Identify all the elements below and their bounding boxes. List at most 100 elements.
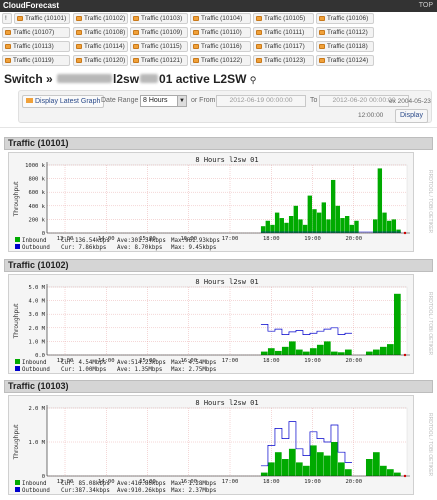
tab-traffic[interactable]: Traffic (10109)	[130, 27, 188, 38]
y-tick-label: 2.0 M	[28, 326, 45, 332]
legend-max: Max: 2.37Mbps	[171, 488, 216, 494]
from-date-input[interactable]: 2012-06-19 00:00:00	[216, 95, 306, 107]
traffic-graph[interactable]: 8 Hours l2sw 01 Throughput 2.0 M 1.0 M 0 13:0…	[8, 395, 414, 495]
tab-traffic[interactable]: Traffic (10108)	[73, 27, 128, 38]
pin-icon[interactable]: ⚲	[249, 75, 257, 85]
tab-label: Traffic (10108)	[84, 29, 126, 36]
tab-traffic[interactable]: Traffic (10123)	[253, 55, 314, 66]
y-tick-label: 5.0 M	[28, 285, 45, 291]
inbound-bar	[396, 229, 401, 233]
inbound-bar	[298, 219, 303, 233]
tab-traffic[interactable]: Traffic (10111)	[253, 27, 314, 38]
tab-traffic[interactable]: Traffic (10110)	[190, 27, 251, 38]
graph-icon	[26, 98, 33, 103]
legend-name: Outbound	[22, 367, 50, 373]
y-tick-label: 2.0 M	[28, 406, 45, 412]
graph-icon	[76, 44, 82, 49]
tab-label: Traffic (10103)	[141, 15, 183, 22]
graph-svg: 8 Hours l2sw 01 Throughput 2.0 M 1.0 M 0 13:0…	[13, 399, 410, 494]
y-tick-label: 1000 k	[25, 163, 46, 169]
inbound-bar	[344, 349, 352, 355]
inbound-bar	[372, 349, 380, 355]
tab-traffic[interactable]: Traffic (10106)	[316, 13, 374, 24]
tab-traffic[interactable]: Traffic (10121)	[130, 55, 188, 66]
date-range-value: 8 Hours	[143, 97, 168, 104]
tab-traffic[interactable]: Traffic (10118)	[316, 41, 374, 52]
inbound-bar	[330, 179, 336, 233]
graph-icon	[193, 58, 199, 63]
graph-svg: 8 Hours l2sw 01 Throughput 5.0 M 4.0 M 3.0 M…	[13, 278, 410, 373]
app-brand[interactable]: CloudForecast	[3, 1, 60, 10]
x-tick-label: 18:00	[263, 358, 280, 364]
tab-label: Traffic (10105)	[264, 15, 306, 22]
graph-icon	[133, 58, 139, 63]
tab-traffic[interactable]: Traffic (10115)	[130, 41, 188, 52]
inbound-bar	[288, 341, 296, 355]
switch-name: l2sw	[113, 72, 140, 86]
x-tick-label: 13:00	[57, 479, 74, 485]
tab-traffic[interactable]: Traffic (10119)	[2, 55, 70, 66]
chevron-down-icon[interactable]: ▼	[177, 96, 186, 106]
inbound-bar	[323, 341, 331, 355]
display-latest-graph-button[interactable]: Display Latest Graph	[22, 95, 105, 108]
x-tick-label: 15:00	[139, 479, 156, 485]
inbound-bar	[393, 293, 401, 355]
inbound-bar	[386, 344, 394, 355]
inbound-bar	[260, 472, 268, 476]
tab-label: Traffic (10121)	[141, 57, 183, 64]
inbound-bar	[309, 445, 317, 476]
display-button[interactable]: Display	[395, 109, 428, 123]
tab-traffic[interactable]: Traffic (10122)	[190, 55, 251, 66]
legend-swatch	[15, 237, 20, 242]
y-tick-label: 0	[42, 231, 45, 237]
to-date-input[interactable]: 2012-06-20 00:00:00	[319, 95, 409, 107]
inbound-bar	[288, 448, 296, 476]
tab-traffic[interactable]: Traffic (10112)	[316, 27, 374, 38]
traffic-graph[interactable]: 8 Hours l2sw 01 Throughput 1000 k 800 k 600 …	[8, 152, 414, 252]
display-latest-label: Display Latest Graph	[35, 98, 101, 105]
tab-traffic[interactable]: Traffic (10120)	[73, 55, 128, 66]
tab-traffic[interactable]: Traffic (10113)	[2, 41, 70, 52]
legend-name: Outbound	[22, 245, 50, 251]
tab-traffic[interactable]: Traffic (10103)	[130, 13, 188, 24]
rrdtool-watermark: RRDTOOL / TOBI OETIKER	[427, 170, 433, 234]
inbound-bar	[337, 352, 345, 355]
inbound-bar	[386, 469, 394, 476]
tab-traffic[interactable]: Traffic (10117)	[253, 41, 314, 52]
tab-traffic[interactable]: Traffic (10105)	[253, 13, 314, 24]
outbound-line	[260, 324, 352, 335]
tab-label: Traffic (10124)	[327, 57, 369, 64]
tab-traffic[interactable]: Traffic (10107)	[2, 27, 70, 38]
x-tick-label: 17:00	[222, 236, 239, 242]
traffic-graph[interactable]: 8 Hours l2sw 01 Throughput 5.0 M 4.0 M 3.0 M…	[8, 274, 414, 374]
inbound-bar	[267, 462, 275, 476]
inbound-bar	[377, 168, 383, 233]
graph-icon	[256, 58, 262, 63]
x-tick-label: 20:00	[345, 479, 362, 485]
y-tick-label: 1.0 M	[28, 339, 45, 345]
graph-icon	[193, 30, 199, 35]
legend-ave: Ave:514.23kbps	[117, 360, 166, 366]
legend-ave: Ave:416.86kbps	[117, 481, 166, 487]
legend-cur: Cur:387.34kbps	[61, 488, 110, 494]
graph-icon	[133, 44, 139, 49]
tab-traffic[interactable]: Traffic (10114)	[73, 41, 128, 52]
graph-ylabel: Throughput	[13, 424, 20, 460]
graph-icon	[256, 30, 262, 35]
tab-traffic[interactable]: Traffic (10116)	[190, 41, 251, 52]
tab-traffic[interactable]: Traffic (10104)	[190, 13, 251, 24]
date-range-select[interactable]: 8 Hours ▼	[140, 95, 187, 107]
tab-traffic[interactable]: Traffic (10101)	[14, 13, 70, 24]
tab-label: Traffic (10117)	[264, 43, 305, 50]
legend-swatch	[15, 480, 20, 485]
tab-alert[interactable]: !	[2, 13, 12, 24]
graph-section-10102: Traffic (10102) 8 Hours l2sw 01 Throughpu…	[4, 259, 433, 379]
top-link[interactable]: TOP	[418, 2, 433, 9]
inbound-bar	[316, 452, 324, 476]
inbound-bar	[337, 462, 345, 476]
tab-traffic[interactable]: Traffic (10102)	[73, 13, 128, 24]
inbound-bar	[267, 348, 275, 355]
tab-traffic[interactable]: Traffic (10124)	[316, 55, 374, 66]
inbound-bar	[281, 346, 289, 355]
x-tick-label: 15:00	[139, 358, 156, 364]
